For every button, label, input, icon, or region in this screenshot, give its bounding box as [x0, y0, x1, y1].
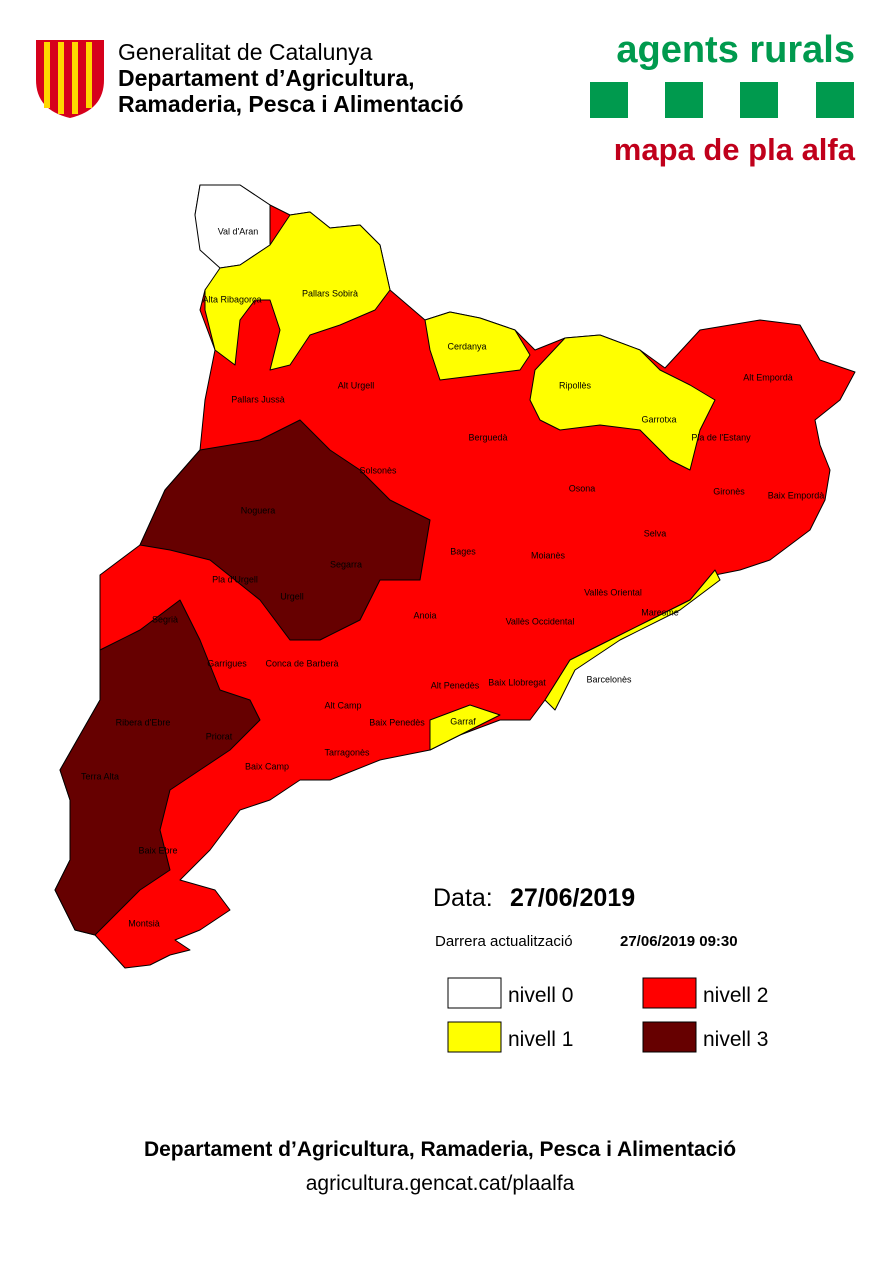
org: Generalitat de Catalunya: [118, 39, 373, 65]
region-label: Garraf: [450, 716, 476, 726]
map: [54, 184, 856, 969]
region-label: Baix Camp: [245, 761, 289, 771]
region-label: Anoia: [413, 610, 436, 620]
region-label: Vallès Oriental: [584, 587, 642, 597]
region-label: Tarragonès: [324, 747, 370, 757]
region-label: Ripollès: [559, 380, 592, 390]
footer-dept: Departament d’Agricultura, Ramaderia, Pe…: [144, 1138, 736, 1161]
legend-swatch: [447, 977, 502, 1009]
region-label: Terra Alta: [81, 771, 119, 781]
dept: Ramaderia, Pesca i Alimentació: [118, 91, 464, 117]
region-label: Baix Empordà: [768, 490, 825, 500]
region-label: Alt Empordà: [743, 372, 793, 382]
region-label: Val d'Aran: [218, 226, 259, 236]
region-label: Moianès: [531, 550, 566, 560]
region-label: Pallars Sobirà: [302, 288, 358, 298]
region-label: Cerdanya: [447, 341, 486, 351]
legend-label: nivell 0: [508, 984, 573, 1007]
region-label: Pallars Jussà: [231, 394, 285, 404]
region-label: Montsià: [128, 918, 160, 928]
region-label: Barcelonès: [586, 674, 632, 684]
footer-url: agricultura.gencat.cat/plaalfa: [306, 1172, 575, 1195]
region-label: Urgell: [280, 591, 304, 601]
region-label: Alt Camp: [324, 700, 361, 710]
legend-swatch: [642, 1021, 697, 1053]
region-label: Alt Penedès: [431, 680, 480, 690]
brand: agents rurals: [616, 29, 855, 71]
legend-swatch: [447, 1021, 502, 1053]
map-title: mapa de pla alfa: [614, 132, 856, 167]
date: 27/06/2019: [510, 884, 635, 912]
brand-squares: [590, 82, 854, 118]
region-label: Garrotxa: [641, 414, 676, 424]
legend-label: nivell 3: [703, 1028, 768, 1051]
region-label: Selva: [644, 528, 667, 538]
region-label: Solsonès: [359, 465, 397, 475]
legend-label: nivell 2: [703, 984, 768, 1007]
region-label: Baix Ebre: [138, 845, 177, 855]
region-label: Noguera: [241, 505, 276, 515]
region-label: Gironès: [713, 486, 745, 496]
legend-label: nivell 1: [508, 1028, 573, 1051]
region-label: Segrià: [152, 614, 178, 624]
region-label: Maresme: [641, 607, 679, 617]
region-label: Priorat: [206, 731, 233, 741]
region-label: Garrigues: [207, 658, 247, 668]
region-label: Baix Penedès: [369, 717, 425, 727]
region-label: Bages: [450, 546, 476, 556]
region-labels: Val d'Aran Pallars Sobirà Alta Ribagorça Ce…: [81, 226, 824, 928]
date-label: Data:: [433, 884, 493, 912]
update: 27/06/2019 09:30: [620, 933, 738, 950]
update-label: Darrera actualització: [435, 933, 573, 950]
region-label: Osona: [569, 483, 596, 493]
region-label: Ribera d'Ebre: [116, 717, 171, 727]
legend-swatch: [642, 977, 697, 1009]
legend: nivell 0 nivell 1 nivell 2 nivell 3: [447, 977, 768, 1053]
region-label: Segarra: [330, 559, 362, 569]
region-label: Baix Llobregat: [488, 677, 546, 687]
region-label: Berguedà: [468, 432, 507, 442]
logo: [36, 40, 104, 118]
region-label: Pla de l'Estany: [691, 432, 751, 442]
dept: Departament d’Agricultura,: [118, 65, 415, 91]
region-label: Alt Urgell: [338, 380, 375, 390]
region-label: Alta Ribagorça: [202, 294, 261, 304]
region-label: Vallès Occidental: [506, 616, 575, 626]
region-label: Pla d'Urgell: [212, 574, 258, 584]
region-label: Conca de Barberà: [265, 658, 338, 668]
